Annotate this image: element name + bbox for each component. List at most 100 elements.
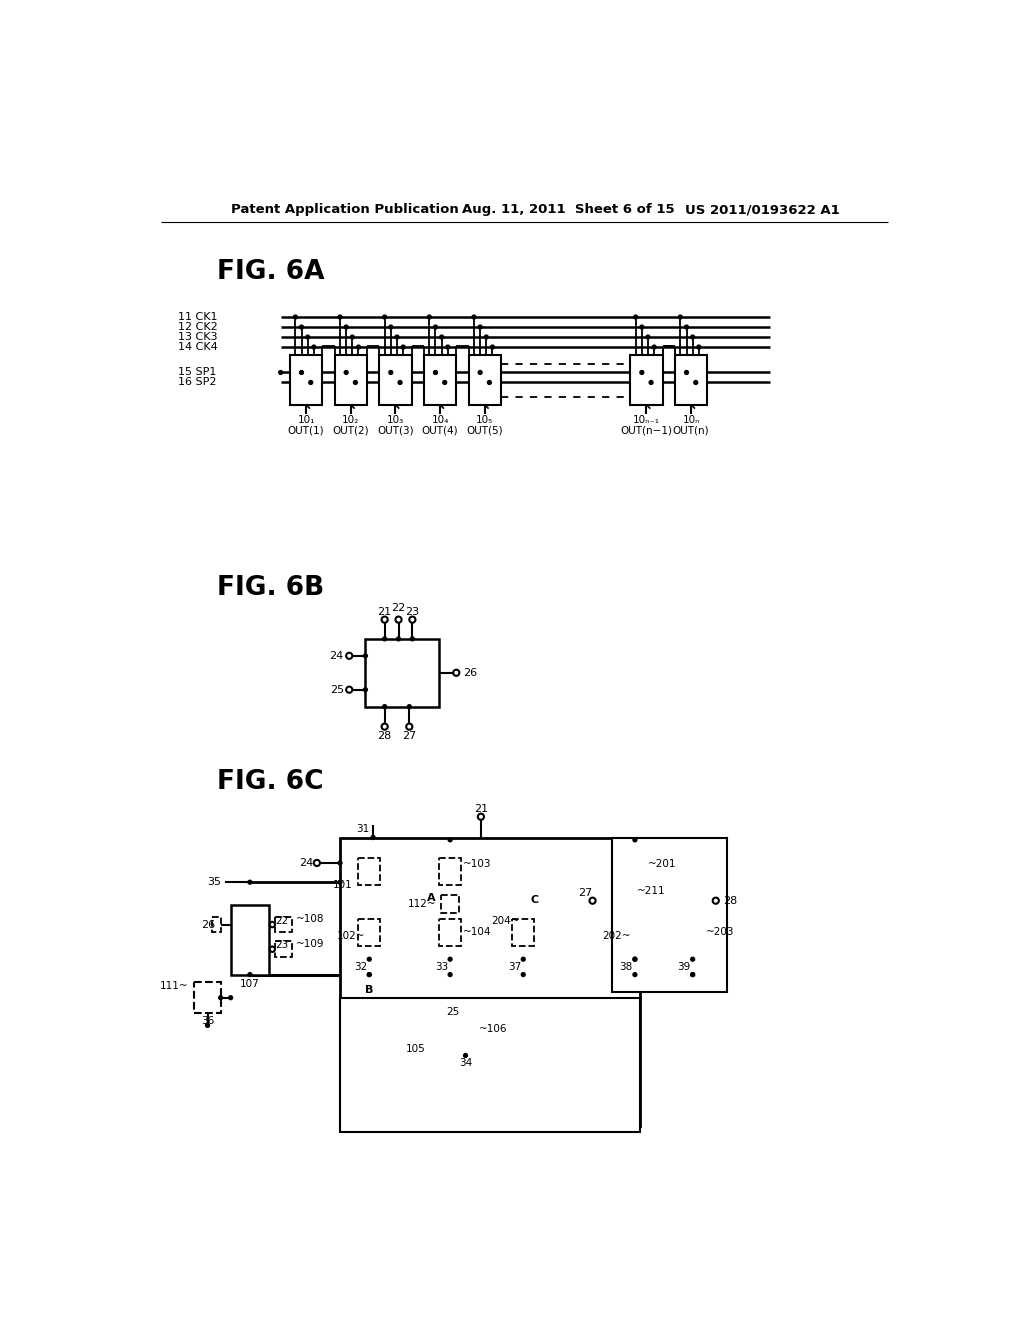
Bar (195, 982, 220, 1014)
Bar (366, 639, 438, 706)
Circle shape (356, 345, 360, 348)
Text: 26: 26 (201, 920, 215, 929)
Text: OUT(4): OUT(4) (422, 425, 459, 436)
Circle shape (309, 380, 312, 384)
Circle shape (490, 345, 495, 348)
Circle shape (634, 315, 638, 319)
Circle shape (685, 371, 688, 375)
Text: 21: 21 (378, 607, 392, 616)
Circle shape (389, 371, 393, 375)
Circle shape (449, 973, 452, 977)
Circle shape (398, 380, 402, 384)
Circle shape (338, 861, 342, 865)
Bar (682, 919, 703, 946)
Text: 25: 25 (446, 1007, 460, 1016)
Text: 35: 35 (208, 878, 221, 887)
Bar (455, 1015, 476, 1043)
Text: 105: 105 (406, 1044, 425, 1055)
Text: 112~: 112~ (408, 899, 436, 908)
Circle shape (679, 315, 682, 319)
Circle shape (697, 345, 700, 348)
Text: 10₅: 10₅ (476, 416, 494, 425)
Circle shape (364, 653, 368, 657)
Bar (439, 858, 461, 884)
Bar (631, 355, 663, 405)
Circle shape (383, 315, 387, 319)
Text: 27: 27 (579, 888, 593, 898)
Circle shape (449, 838, 452, 842)
Bar (625, 892, 646, 911)
Text: 38: 38 (620, 962, 633, 972)
Bar (340, 998, 640, 1133)
Circle shape (364, 688, 368, 692)
Text: 33: 33 (435, 962, 449, 972)
Circle shape (691, 973, 694, 977)
Bar (404, 1015, 426, 1043)
Text: FIG. 6B: FIG. 6B (217, 576, 324, 601)
Circle shape (350, 335, 354, 339)
Text: 24: 24 (300, 858, 313, 869)
Circle shape (691, 335, 694, 339)
Circle shape (691, 973, 694, 977)
Text: OUT(3): OUT(3) (377, 425, 414, 436)
Text: ~201: ~201 (648, 859, 677, 870)
Circle shape (478, 325, 482, 329)
Circle shape (484, 335, 488, 339)
Bar (439, 919, 461, 946)
Circle shape (368, 973, 371, 977)
Text: 13 CK3: 13 CK3 (178, 333, 218, 342)
Bar (625, 919, 646, 946)
Circle shape (640, 325, 644, 329)
Circle shape (248, 880, 252, 884)
Circle shape (652, 345, 656, 348)
Text: 24: 24 (330, 651, 344, 661)
Circle shape (449, 957, 452, 961)
Circle shape (521, 973, 525, 977)
Bar (675, 355, 708, 405)
Bar (441, 895, 460, 913)
Bar (212, 917, 221, 932)
Circle shape (633, 973, 637, 977)
Circle shape (685, 325, 688, 329)
Circle shape (408, 705, 412, 709)
Circle shape (633, 957, 637, 961)
Circle shape (300, 371, 303, 375)
Bar (469, 355, 501, 405)
Bar (424, 355, 457, 405)
Text: 25: 25 (330, 685, 344, 694)
Text: 16 SP2: 16 SP2 (178, 378, 217, 388)
Text: ~203: ~203 (706, 927, 734, 937)
Text: OUT(n): OUT(n) (673, 425, 710, 436)
Circle shape (445, 345, 450, 348)
Circle shape (401, 345, 406, 348)
Circle shape (219, 995, 222, 999)
Text: 22: 22 (391, 603, 406, 612)
Text: 37: 37 (508, 962, 521, 972)
Text: 10₂: 10₂ (342, 416, 359, 425)
Text: 11 CK1: 11 CK1 (178, 312, 218, 322)
Text: 28: 28 (378, 731, 392, 741)
Circle shape (433, 371, 437, 375)
Circle shape (300, 325, 303, 329)
Text: 36: 36 (201, 1016, 214, 1026)
Text: 14 CK4: 14 CK4 (178, 342, 218, 352)
Text: Aug. 11, 2011  Sheet 6 of 15: Aug. 11, 2011 Sheet 6 of 15 (462, 203, 674, 216)
Circle shape (371, 836, 375, 840)
Text: ~103: ~103 (463, 859, 492, 870)
Bar (290, 355, 323, 405)
Text: C: C (530, 895, 539, 906)
Circle shape (487, 380, 492, 384)
Circle shape (646, 335, 650, 339)
Text: 32: 32 (353, 962, 367, 972)
Text: 12 CK2: 12 CK2 (178, 322, 218, 333)
Text: 27: 27 (402, 731, 417, 741)
Circle shape (633, 838, 637, 842)
Circle shape (395, 335, 399, 339)
Bar (335, 355, 367, 405)
Text: 202~: 202~ (602, 931, 631, 941)
Bar (358, 858, 380, 884)
Text: 15 SP1: 15 SP1 (178, 367, 217, 378)
Circle shape (279, 371, 283, 375)
Text: OUT(1): OUT(1) (288, 425, 325, 436)
Text: US 2011/0193622 A1: US 2011/0193622 A1 (685, 203, 840, 216)
